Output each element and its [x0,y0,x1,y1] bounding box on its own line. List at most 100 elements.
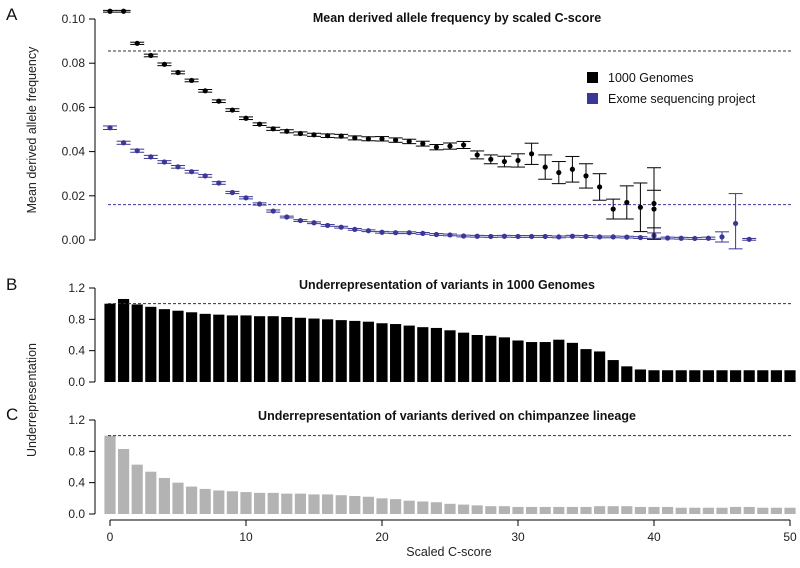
panel-b-bar [281,316,293,382]
panel-c-bar [199,488,211,514]
exome-sequencing-project-marker [461,233,467,239]
exome-sequencing-project-marker [515,233,521,240]
1000-genomes-point [307,132,321,138]
panel-a-y-tick-label: 0.08 [62,56,86,70]
panel-b-bar [131,304,143,382]
x-tick-label: 20 [375,530,389,544]
legend-label-1000-genomes: 1000 Genomes [608,71,693,85]
1000-genomes-marker [189,77,195,84]
panel-b-bar [566,342,578,382]
panel-b-bar [539,342,551,382]
exome-sequencing-project-point [375,229,389,235]
1000-genomes-marker [297,130,303,137]
1000-genomes-point [184,77,199,84]
1000-genomes-point [388,137,403,143]
1000-genomes-point [347,135,362,141]
exome-sequencing-project-marker [746,236,752,242]
panel-c-y-tick-label: 1.2 [68,413,85,427]
panel-b-bar [213,314,225,382]
exome-sequencing-project-point [511,233,525,240]
exome-sequencing-project-marker [148,154,154,160]
1000-genomes-marker [202,88,208,94]
panel-b-bar [471,335,483,382]
1000-genomes-marker [433,144,439,150]
panel-c-bar [294,493,306,514]
panel-a-y-tick-label: 0.00 [62,233,86,247]
panel-a-y-tick-label: 0.06 [62,100,86,114]
exome-sequencing-project-point [742,236,757,242]
panel-a-y-axis: 0.00 0.02 0.04 0.06 0.08 0.10 [62,12,96,247]
exome-sequencing-project-point [184,169,199,175]
panel-b-bar [770,370,782,382]
exome-sequencing-project-marker [175,164,181,170]
panel-b-bar [322,319,334,382]
exome-sequencing-project-marker [433,231,439,238]
exome-sequencing-project-point [524,233,539,240]
panel-c-bar [526,506,538,514]
exome-sequencing-project-marker [624,234,630,240]
exome-sequencing-project-marker [474,233,480,239]
panel-c-bar [362,496,374,514]
1000-genomes-point [266,126,281,132]
exome-sequencing-project-point [116,140,131,146]
exome-sequencing-project-point [388,230,403,236]
exome-sequencing-project-point [701,235,716,241]
exome-sequencing-project-marker [733,220,739,227]
panel-b-y-tick-label: 0.0 [68,375,85,389]
panel-c-bar [607,506,619,514]
exome-sequencing-project-marker [610,234,616,240]
1000-genomes-point [225,107,240,113]
x-tick-label: 50 [783,530,797,544]
shared-y-axis-label: Underrepresentation [25,343,39,457]
exome-sequencing-project-point [130,148,145,154]
1000-genomes-point [619,185,634,220]
panel-c-bar [281,493,293,514]
panel-c-y-axis: 0.0 0.4 0.8 1.2 [68,413,96,521]
panel-b-bar [199,313,211,382]
1000-genomes-marker [161,61,167,67]
exome-sequencing-project-point [211,180,226,186]
x-tick-label: 10 [239,530,253,544]
exome-sequencing-project-point [456,233,471,239]
1000-genomes-marker [107,8,113,14]
1000-genomes-point [647,167,661,240]
panel-b-letter: B [6,275,17,294]
panel-b-bar [689,370,701,382]
1000-genomes-marker [447,143,453,149]
1000-genomes-marker [311,132,317,138]
1000-genomes-point [293,130,308,137]
1000-genomes-point [497,155,512,168]
exome-sequencing-project-marker [597,234,603,240]
panel-a-y-tick-label: 0.02 [62,189,86,203]
1000-genomes-marker [216,98,222,104]
1000-genomes-marker [420,141,426,147]
panel-b-bar [240,315,252,382]
exome-sequencing-project-marker [420,230,426,236]
exome-sequencing-project-point [415,230,430,236]
panel-c: C Underrepresentation of variants derive… [6,405,796,521]
1000-genomes-point [565,155,580,183]
panel-b-bar [485,335,497,382]
panel-c-bar [743,506,755,514]
1000-genomes-marker [488,156,494,162]
panel-c-bar [376,498,388,514]
panel-b-bar [308,318,320,382]
1000-genomes-point [157,61,172,67]
1000-genomes-point [483,154,498,165]
panel-c-bar [757,507,769,514]
exome-sequencing-project-point [538,233,553,240]
1000-genomes-point [211,98,226,104]
exome-sequencing-project-point [592,234,607,240]
1000-genomes-marker [406,138,412,145]
panel-c-bar [118,448,130,514]
1000-genomes-point [511,153,525,168]
panel-c-bar [498,506,510,514]
exome-sequencing-project-marker [311,220,317,226]
1000-genomes-marker [583,173,589,179]
exome-sequencing-project-point [565,233,580,239]
panel-b-bar [104,303,116,382]
1000-genomes-marker [175,69,181,76]
panel-b-bar [158,309,170,382]
panel-b-bar [757,370,769,382]
1000-genomes-point [592,173,607,201]
